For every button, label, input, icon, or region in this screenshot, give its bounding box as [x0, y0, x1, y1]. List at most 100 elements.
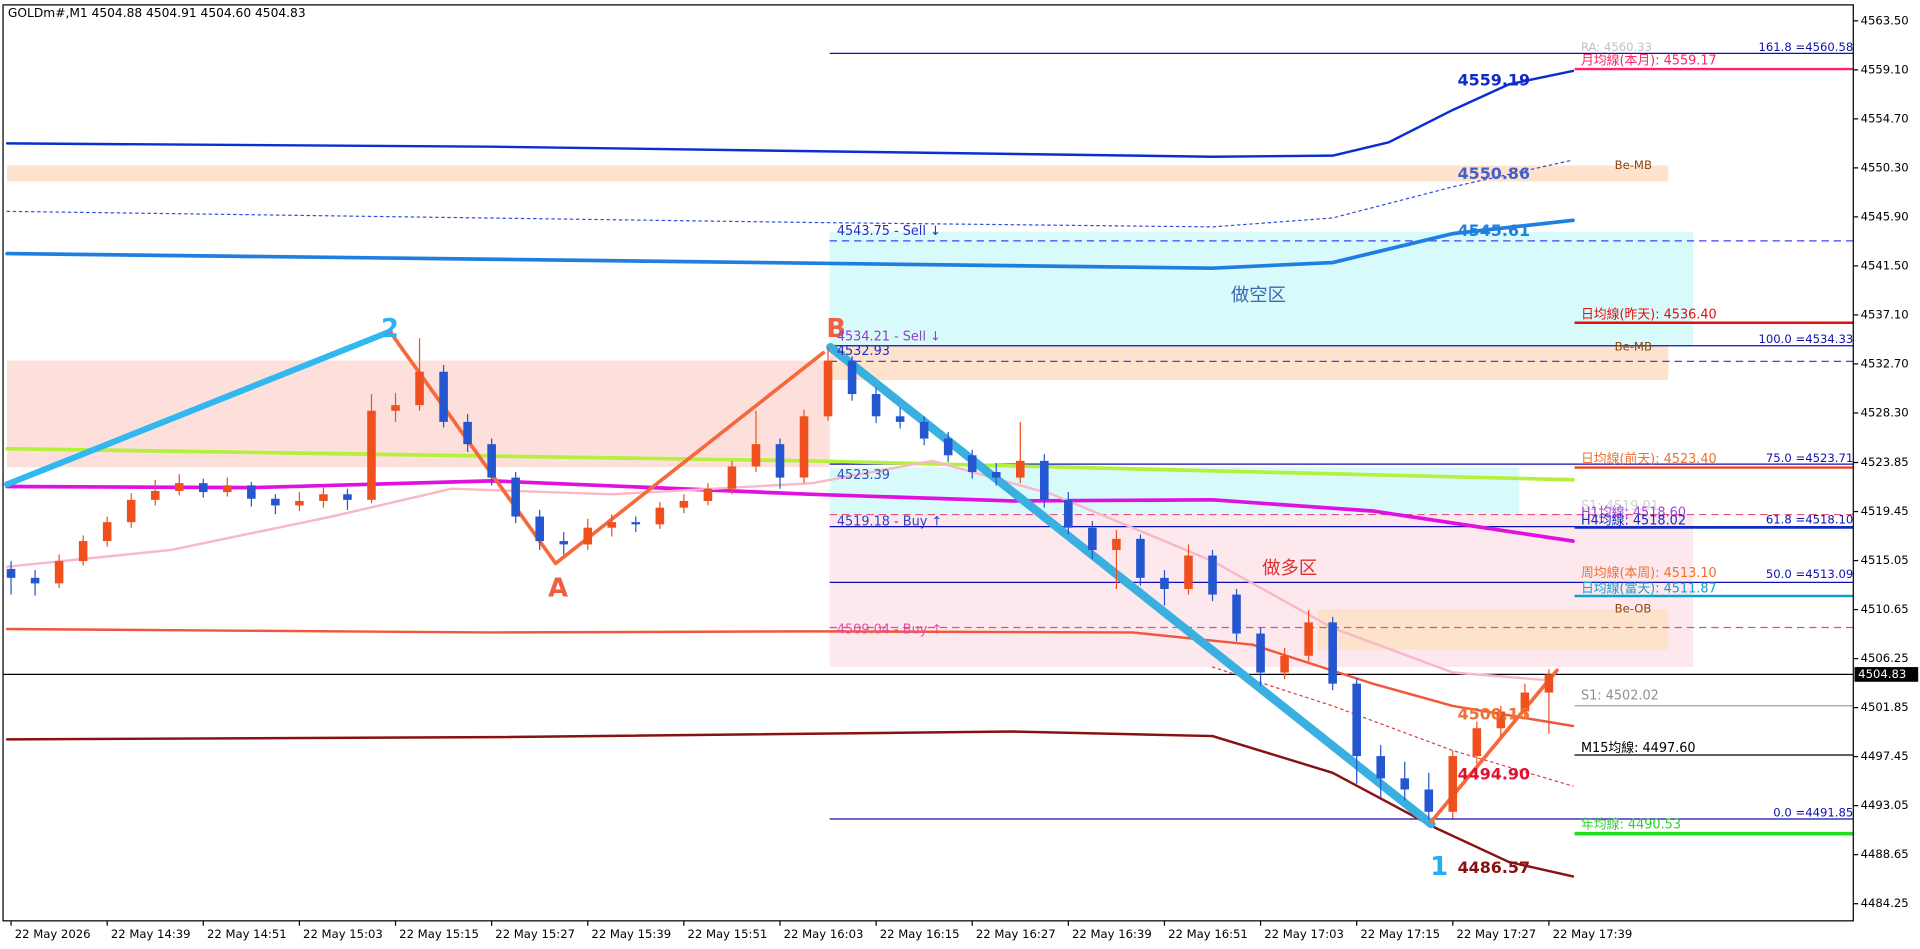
x-tick-label: 22 May 17:39 [1553, 927, 1633, 941]
y-tick-label: 4541.50 [1861, 258, 1909, 272]
y-tick-label: 4550.30 [1861, 160, 1909, 174]
annotation: 4550.86 [1458, 164, 1530, 183]
candle-body [847, 360, 857, 395]
annotation: 4519.18 - Buy ↑ [837, 515, 942, 530]
indicator-line [5, 459, 1551, 682]
candle-body [583, 527, 593, 545]
y-tick-label: 4523.85 [1861, 455, 1909, 469]
candle-body [1304, 622, 1313, 656]
candle-body [631, 522, 641, 525]
candle-body [247, 485, 256, 499]
y-tick-label: 4501.85 [1861, 700, 1909, 714]
candle-body [1015, 460, 1025, 478]
candle-body [943, 438, 953, 456]
candle-body [919, 421, 929, 439]
candle-body [271, 498, 280, 506]
candle-body [150, 490, 160, 500]
zone [829, 231, 1694, 346]
y-tick-label: 4497.45 [1861, 749, 1909, 763]
x-tick-label: 22 May 17:27 [1456, 927, 1536, 941]
candle-body [6, 568, 16, 578]
y-tick-label: 4510.65 [1861, 602, 1909, 616]
annotation: 做多区 [1262, 558, 1317, 579]
indicator-line [5, 730, 1575, 878]
candle-body [1088, 527, 1097, 550]
annotation: A [548, 573, 568, 603]
annotation: M15均線: 4497.60 [1581, 740, 1696, 756]
candle-body [78, 541, 88, 562]
x-tick-label: 22 May 14:39 [111, 927, 191, 941]
indicator-line [5, 69, 1575, 158]
candle-body [174, 483, 184, 491]
candle-body [727, 466, 737, 489]
candle-body [1208, 555, 1217, 595]
candle-body [1448, 756, 1458, 812]
annotation: 4532.93 [837, 344, 890, 359]
axes: 4563.50 4559.10 4554.70 4550.30 4545.90 4541.… [2, 4, 1919, 941]
annotation: 日均線(當天): 4511.87 [1581, 580, 1717, 596]
candle-body [1256, 633, 1265, 673]
candle-body [1040, 460, 1049, 500]
candle-body [1472, 728, 1482, 757]
candle-body [655, 507, 665, 525]
y-tick-label: 4545.90 [1861, 209, 1909, 223]
x-tick-label: 22 May 16:51 [1168, 927, 1248, 941]
y-tick-label: 4554.70 [1861, 111, 1909, 125]
annotation: 日均線(前天): 4523.40 [1581, 451, 1717, 467]
candle-body [295, 500, 304, 506]
x-tick-label: 22 May 15:03 [303, 927, 383, 941]
candle-body [1280, 655, 1289, 673]
indicator-line [5, 446, 1575, 482]
annotation: Be-MB [1615, 340, 1652, 354]
indicator-line [4, 328, 393, 488]
x-tick-label: 22 May 16:27 [976, 927, 1056, 941]
annotation: B [826, 314, 846, 344]
candle-body [223, 485, 232, 493]
annotation: 周均線(本周): 4513.10 [1581, 565, 1717, 581]
annotation: Be-MB [1615, 158, 1652, 172]
y-tick-label: 4515.05 [1861, 553, 1909, 567]
annotation: 4543.75 - Sell ↓ [837, 224, 941, 239]
annotation: 4534.21 - Sell ↓ [837, 330, 941, 345]
annotation: 4559.19 [1458, 70, 1530, 89]
zone [7, 165, 1669, 182]
candle-body [775, 444, 785, 478]
candle-body [895, 416, 905, 422]
candle-body [511, 477, 520, 517]
candle-body [1232, 594, 1241, 634]
annotation: 4500.15 [1458, 704, 1530, 723]
candle-body [1112, 538, 1121, 550]
candle-body [679, 500, 689, 508]
annotation: 日均線(昨天): 4536.40 [1581, 306, 1717, 322]
candle-body [1160, 577, 1169, 589]
x-tick-label: 22 May 2026 [15, 927, 91, 941]
candle-body [1544, 674, 1554, 693]
y-tick-label: 4563.50 [1861, 13, 1909, 27]
annotation: 1 [1430, 852, 1448, 882]
annotation: 4545.61 [1458, 221, 1530, 240]
x-tick-label: 22 May 14:51 [207, 927, 287, 941]
annotation: 75.0 =4523.71 [1766, 451, 1853, 465]
y-tick-label: 4537.10 [1861, 307, 1909, 321]
candle-body [607, 522, 617, 528]
y-tick-label: 4528.30 [1861, 405, 1909, 419]
candle-body [126, 499, 136, 523]
x-tick-label: 22 May 15:15 [399, 927, 479, 941]
candle-body [1400, 778, 1410, 790]
candle-body [535, 516, 544, 542]
annotation: S1: 4502.02 [1581, 688, 1659, 703]
candle-body [559, 541, 569, 545]
candle-body [463, 421, 472, 445]
x-tick-label: 22 May 15:51 [688, 927, 768, 941]
y-tick-label: 4493.05 [1861, 798, 1909, 812]
y-tick-label: 4506.25 [1861, 651, 1909, 665]
x-tick-label: 22 May 16:15 [880, 927, 960, 941]
annotation: 61.8 =4518.10 [1766, 512, 1853, 526]
x-tick-label: 22 May 15:27 [495, 927, 575, 941]
candle-body [1136, 538, 1145, 578]
candle-body [751, 444, 761, 467]
annotation: 4486.57 [1458, 858, 1530, 877]
indicator-line [826, 342, 1436, 829]
indicator-line [5, 479, 1575, 543]
candle-body [1424, 789, 1434, 812]
